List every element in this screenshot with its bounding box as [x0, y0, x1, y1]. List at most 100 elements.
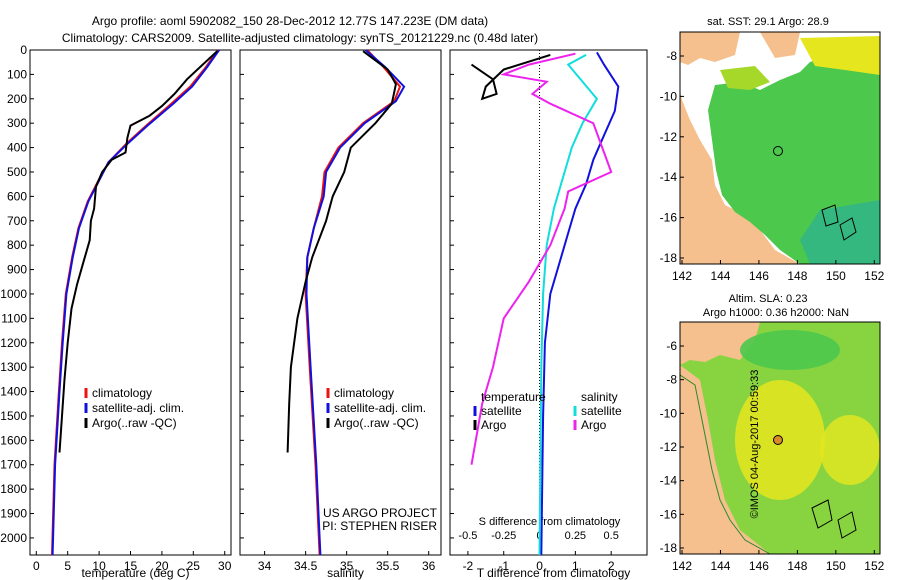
x-tick-label: 35 — [340, 559, 354, 573]
map-x-tick-label: 146 — [749, 559, 769, 573]
map-x-tick-label: 150 — [826, 269, 846, 283]
map-x-tick-label: 144 — [710, 269, 730, 283]
series-satellite-adj-clim- — [305, 50, 406, 555]
x-tick-label: 35.5 — [376, 559, 400, 573]
x-tick-label: -2 — [463, 559, 474, 573]
y-tick-label: 1800 — [0, 482, 27, 496]
y-tick-label: 1300 — [0, 360, 27, 374]
x-tick-label: 5 — [64, 559, 71, 573]
sla-map-title-2: Argo h1000: 0.36 h2000: NaN — [703, 307, 849, 319]
sst-map-title: sat. SST: 29.1 Argo: 28.9 — [707, 16, 829, 28]
legend-label: Argo(..raw -QC) — [334, 416, 419, 430]
map-x-tick-label: 152 — [864, 269, 884, 283]
y-tick-label: 200 — [7, 92, 27, 106]
annotation-line-1: US ARGO PROJECT — [323, 506, 438, 520]
x-tick-label: 15 — [124, 559, 138, 573]
x-axis-label: temperature (deg C) — [81, 566, 189, 580]
s-tick-label: -0.25 — [491, 530, 516, 542]
sla-map: Altim. SLA: 0.23 Argo h1000: 0.36 h2000:… — [660, 293, 885, 573]
y-tick-label: 1100 — [1, 311, 27, 325]
sla-float-marker — [773, 435, 783, 445]
y-tick-label: 1000 — [0, 287, 27, 301]
y-tick-label: 100 — [7, 67, 27, 81]
panel-salinity: 34 34.5 35 35.5 36 salinity climatologysatelli… — [239, 49, 442, 580]
y-tick-label: 1500 — [0, 409, 27, 423]
x-tick-label: 10 — [92, 559, 106, 573]
x-tick-label: 2 — [608, 559, 615, 573]
map-y-tick-label: -8 — [666, 49, 677, 63]
map-x-tick-label: 152 — [864, 559, 884, 573]
x-tick-label: 20 — [155, 559, 169, 573]
legend-label: satellite — [481, 404, 522, 418]
s-axis-label: S difference from climatology — [479, 516, 621, 528]
map-x-tick-label: 150 — [826, 559, 846, 573]
map-y-tick-label: -18 — [660, 251, 678, 265]
legend-label: Argo — [481, 418, 507, 432]
s-tick-label: 0.25 — [565, 530, 586, 542]
s-tick-label: -0.5 — [458, 530, 477, 542]
series-t-satellite — [540, 51, 620, 555]
y-tick-label: 0 — [20, 43, 27, 57]
x-tick-label: 25 — [187, 559, 201, 573]
x-axis-label: T difference from climatology — [477, 566, 631, 580]
series-satellite-adj-clim- — [51, 50, 220, 555]
legend-label: Argo — [581, 418, 607, 432]
map-x-tick-label: 142 — [672, 269, 692, 283]
map-x-tick-label: 142 — [672, 559, 692, 573]
series-argo-raw-qc- — [286, 50, 397, 453]
series-argo-raw-qc- — [58, 50, 218, 453]
sla-map-title-1: Altim. SLA: 0.23 — [729, 293, 808, 305]
annotation-line-2: PI: STEPHEN RISER — [322, 519, 437, 533]
legend-label: climatology — [92, 386, 152, 400]
x-axis-label: salinity — [327, 566, 364, 580]
legend-label: satellite-adj. clim. — [92, 401, 184, 415]
map-y-tick-label: -16 — [660, 507, 678, 521]
legend-label: salinity — [581, 390, 618, 404]
y-tick-label: 800 — [7, 238, 27, 252]
legend-label: Argo(..raw -QC) — [92, 416, 177, 430]
y-tick-label: 300 — [7, 116, 27, 130]
y-tick-label: 600 — [7, 189, 27, 203]
series-s-satellite — [538, 54, 599, 555]
map-y-tick-label: -16 — [660, 211, 678, 225]
x-tick-label: 30 — [218, 559, 232, 573]
panel-temperature: 0100200300400500600700800900100011001200… — [0, 43, 231, 580]
y-tick-label: 500 — [7, 165, 27, 179]
series-s-argo — [470, 52, 613, 465]
panel-frame — [29, 49, 232, 556]
series-t-argo — [470, 53, 551, 101]
title-line-2: Climatology: CARS2009. Satellite-adjuste… — [62, 31, 538, 45]
s-tick-label: 0.5 — [604, 530, 619, 542]
x-tick-label: 0 — [33, 559, 40, 573]
map-y-tick-label: -10 — [660, 406, 678, 420]
legend-label: satellite — [581, 404, 622, 418]
sst-map: sat. SST: 29.1 Argo: 28.9 142 144 146 148 15… — [660, 16, 885, 283]
panel-frame — [239, 49, 442, 556]
map-x-tick-label: 144 — [710, 559, 730, 573]
map-y-tick-label: -14 — [660, 474, 678, 488]
map-x-tick-label: 146 — [749, 269, 769, 283]
y-tick-label: 2000 — [0, 531, 27, 545]
y-tick-label: 400 — [7, 141, 27, 155]
map-x-tick-label: 148 — [787, 559, 807, 573]
title-line-1: Argo profile: aoml 5902082_150 28-Dec-20… — [92, 14, 488, 28]
map-y-tick-label: -6 — [666, 339, 677, 353]
x-tick-label: -1 — [498, 559, 509, 573]
x-tick-label: 34.5 — [294, 559, 318, 573]
y-tick-label: 1900 — [0, 507, 27, 521]
map-y-tick-label: -10 — [660, 89, 678, 103]
x-tick-label: 0 — [536, 559, 543, 573]
y-tick-label: 700 — [7, 214, 27, 228]
x-tick-label: 34 — [258, 559, 272, 573]
y-tick-label: 1700 — [0, 458, 27, 472]
map-x-tick-label: 148 — [787, 269, 807, 283]
legend-label: satellite-adj. clim. — [334, 401, 426, 415]
y-tick-label: 900 — [7, 263, 27, 277]
map-y-tick-label: -12 — [660, 440, 678, 454]
copyright-footer: ©IMOS 04-Aug-2017 00:59:33 — [749, 370, 761, 519]
sst-float-marker — [773, 146, 783, 156]
y-tick-label: 1200 — [0, 336, 27, 350]
map-y-tick-label: -14 — [660, 170, 678, 184]
